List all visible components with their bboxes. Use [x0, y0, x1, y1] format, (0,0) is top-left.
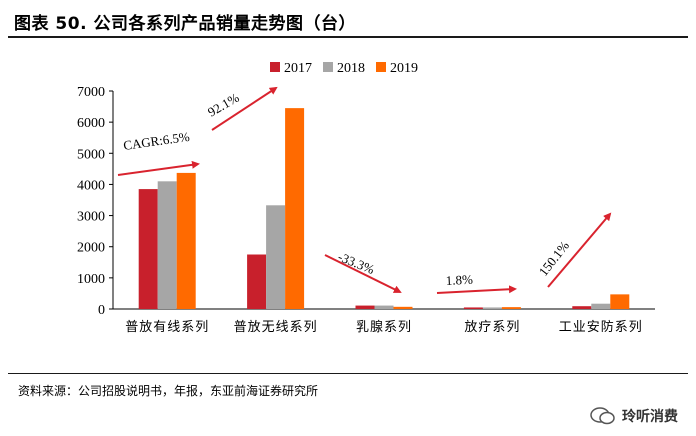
growth-arrow: [436, 285, 517, 294]
y-tick-label: 5000: [77, 147, 105, 162]
x-tick-label: 工业安防系列: [559, 319, 643, 335]
watermark: 玲听消费: [590, 406, 678, 426]
growth-arrow: [324, 254, 402, 293]
growth-label: -33.3%: [336, 249, 377, 277]
wechat-icon: [590, 407, 615, 425]
bar-2019: [176, 172, 196, 309]
growth-label: 1.8%: [445, 272, 473, 288]
legend-swatch-2019: [376, 62, 386, 72]
legend-swatch-2018: [323, 62, 333, 72]
x-tick-label: 普放无线系列: [234, 320, 318, 335]
x-tick-label: 普放有线系列: [125, 320, 209, 335]
x-tick-label: 乳腺系列: [356, 320, 412, 335]
y-tick-label: 2000: [77, 241, 105, 256]
legend-label-2018: 2018: [337, 61, 365, 76]
legend-swatch-2017: [270, 62, 280, 72]
bar-2018: [266, 205, 286, 309]
growth-arrow: [547, 212, 612, 288]
bar-2017: [572, 306, 592, 309]
y-tick-label: 7000: [77, 85, 105, 100]
bar-2019: [393, 306, 413, 309]
bar-2018: [374, 305, 394, 309]
growth-label: 150.1%: [536, 238, 573, 279]
watermark-text: 玲听消费: [622, 409, 678, 425]
bar-2018: [482, 307, 502, 309]
y-tick-label: 1000: [77, 272, 105, 287]
bar-2017: [463, 307, 483, 309]
legend-label-2017: 2017: [284, 61, 312, 76]
bar-2018: [591, 303, 611, 309]
growth-arrow: [211, 86, 278, 131]
source-bar: 资料来源：公司招股说明书，年报，东亚前海证券研究所: [8, 373, 688, 398]
y-tick-label: 3000: [77, 210, 105, 225]
figure-title: 图表 50. 公司各系列产品销量走势图（台）: [14, 14, 356, 34]
bar-2018: [157, 181, 177, 309]
bar-2019: [501, 307, 521, 309]
source-note: 资料来源：公司招股说明书，年报，东亚前海证券研究所: [18, 384, 319, 398]
bar-2019: [285, 108, 305, 309]
bar-2017: [138, 189, 158, 309]
bar-2019: [610, 294, 630, 309]
legend: 2017 2018 2019: [270, 61, 418, 76]
axes: 0 1000 2000 3000 4000 5000 6000 7000 普放有线系列 普放无线系…: [77, 85, 655, 335]
y-tick-label: 0: [98, 303, 105, 318]
x-tick-label: 放疗系列: [464, 320, 520, 335]
bars: [138, 108, 630, 309]
title-bar: 图表 50. 公司各系列产品销量走势图（台）: [8, 6, 688, 38]
bar-2017: [247, 254, 267, 309]
growth-arrow: [117, 160, 200, 176]
legend-label-2019: 2019: [390, 61, 418, 76]
bar-2017: [355, 305, 375, 309]
y-tick-label: 4000: [77, 178, 105, 193]
y-tick-label: 6000: [77, 116, 105, 131]
growth-label: CAGR:6.5%: [122, 129, 190, 153]
